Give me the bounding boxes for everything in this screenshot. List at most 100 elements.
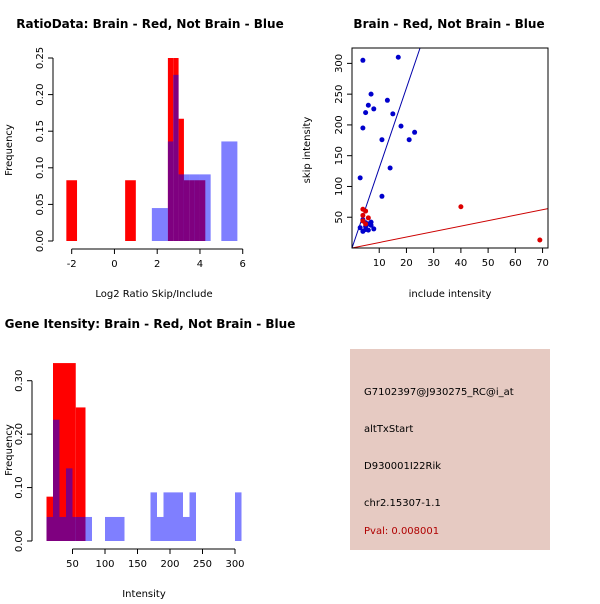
intensity-bar-not-brain-13 <box>183 516 190 541</box>
intensity-bar-not-brain-14 <box>189 492 196 541</box>
scatter-point-not-brain-7 <box>390 111 396 117</box>
intensity-bar-not-brain-10 <box>157 516 164 541</box>
scatter-x-tick-label-0: 10 <box>373 258 386 269</box>
intensity-y-tick-label-0: 0.00 <box>14 530 25 552</box>
scatter-point-not-brain-15 <box>379 193 385 199</box>
scatter-point-not-brain-10 <box>412 129 418 135</box>
scatter-point-not-brain-24 <box>365 227 371 233</box>
ratio-y-tick-label-5: 0.25 <box>35 47 46 69</box>
scatter-point-not-brain-0 <box>360 57 366 63</box>
scatter-x-tick-label-6: 70 <box>536 258 549 269</box>
intensity-title: Gene Itensity: Brain - Red, Not Brain - … <box>5 317 296 331</box>
scatter-point-not-brain-8 <box>360 125 366 131</box>
ratio-bar-not-brain-4 <box>189 174 200 241</box>
scatter-point-not-brain-11 <box>406 137 412 143</box>
ratio-bar-not-brain-0 <box>151 208 168 241</box>
intensity-bar-not-brain-15 <box>235 492 242 541</box>
intensity-bar-not-brain-2 <box>59 516 66 541</box>
scatter-point-brain-6 <box>458 204 464 210</box>
ratio-bar-brain-0 <box>66 180 78 241</box>
intensity-x-tick-label-3: 200 <box>160 559 179 570</box>
info-panel: G7102397@J930275_RC@i_at altTxStart D930… <box>350 349 550 550</box>
intensity-y-tick-label-1: 0.10 <box>14 476 25 498</box>
probe-id: G7102397@J930275_RC@i_at <box>364 387 514 398</box>
ratio-y-tick-label-0: 0.00 <box>35 230 46 252</box>
intensity-bar-not-brain-9 <box>150 492 157 541</box>
ratio-x-tick-label-4: 6 <box>240 259 246 270</box>
ratio-bar-brain-1 <box>125 180 136 241</box>
scatter-frame <box>351 47 549 249</box>
scatter-x-tick-label-4: 50 <box>482 258 495 269</box>
intensity-bar-brain-3 <box>75 407 86 541</box>
intensity-x-label: Intensity <box>122 589 166 600</box>
scatter-point-brain-7 <box>537 237 543 243</box>
intensity-bar-not-brain-6 <box>85 516 92 541</box>
intensity-bar-brain-2 <box>66 363 76 541</box>
intensity-bar-not-brain-7 <box>105 516 118 541</box>
intensity-y-label: Frequency <box>4 424 15 476</box>
scatter-y-tick-label-1: 100 <box>334 177 345 196</box>
ratio-y-tick-label-3: 0.15 <box>35 120 46 142</box>
location: chr2.15307-1.1 <box>364 498 441 509</box>
scatter-point-not-brain-25 <box>360 228 366 234</box>
intensity-bar-not-brain-12 <box>170 492 183 541</box>
intensity-x-tick-label-0: 50 <box>66 559 79 570</box>
ratio-title: RatioData: Brain - Red, Not Brain - Blue <box>16 17 283 31</box>
ratio-y-tick-label-1: 0.05 <box>35 193 46 215</box>
intensity-bar-not-brain-0 <box>46 516 53 541</box>
ratio-x-tick-label-0: -2 <box>67 259 77 270</box>
ratio-bar-not-brain-1 <box>167 141 174 241</box>
scatter-point-brain-5 <box>363 221 369 227</box>
ratio-bar-not-brain-3 <box>178 174 190 241</box>
intensity-bar-not-brain-1 <box>53 419 60 541</box>
ratio-x-tick-label-1: 0 <box>111 259 117 270</box>
ratio-x-label: Log2 Ratio Skip/Include <box>95 289 212 300</box>
scatter-point-brain-3 <box>365 215 371 221</box>
intensity-bar-not-brain-8 <box>118 516 125 541</box>
scatter-point-not-brain-6 <box>384 97 390 103</box>
scatter-point-brain-2 <box>360 212 366 218</box>
event-type: altTxStart <box>364 424 414 435</box>
scatter-x-tick-label-3: 40 <box>455 258 468 269</box>
scatter-y-tick-label-2: 150 <box>334 146 345 165</box>
scatter-y-tick-label-0: 50 <box>334 211 345 224</box>
scatter-point-not-brain-14 <box>357 175 363 181</box>
gene-name: D930001I22Rik <box>364 461 442 472</box>
scatter-x-label: include intensity <box>409 289 492 300</box>
scatter-point-not-brain-4 <box>371 106 377 112</box>
scatter-point-not-brain-12 <box>379 137 385 143</box>
scatter-point-not-brain-9 <box>398 123 404 129</box>
intensity-y-tick-label-3: 0.30 <box>14 370 25 392</box>
scatter-point-not-brain-2 <box>368 91 374 97</box>
intensity-x-tick-label-4: 250 <box>193 559 212 570</box>
scatter-point-brain-1 <box>363 208 369 214</box>
scatter-y-label: skip intensity <box>302 117 313 184</box>
intensity-x-tick-label-5: 300 <box>225 559 244 570</box>
scatter-point-not-brain-22 <box>371 226 377 232</box>
ratio-bar-not-brain-6 <box>221 141 238 241</box>
scatter-y-tick-label-3: 200 <box>334 115 345 134</box>
scatter-point-not-brain-13 <box>387 165 393 171</box>
ratio-y-tick-label-4: 0.20 <box>35 83 46 105</box>
intensity-bar-not-brain-11 <box>163 492 170 541</box>
scatter-red-fit-line <box>352 208 548 248</box>
scatter-point-not-brain-5 <box>363 110 369 116</box>
ratio-x-tick-label-2: 2 <box>154 259 160 270</box>
ratio-x-tick-label-3: 4 <box>197 259 203 270</box>
scatter-x-tick-label-1: 20 <box>400 258 413 269</box>
intensity-x-tick-label-2: 150 <box>128 559 147 570</box>
ratio-y-tick-label-2: 0.10 <box>35 157 46 179</box>
scatter-point-not-brain-1 <box>395 54 401 60</box>
ratio-bar-not-brain-2 <box>173 74 179 241</box>
scatter-x-tick-label-2: 30 <box>427 258 440 269</box>
intensity-bar-not-brain-5 <box>79 516 86 541</box>
pval: Pval: 0.008001 <box>364 526 440 537</box>
scatter-y-tick-label-4: 250 <box>334 85 345 104</box>
scatter-point-not-brain-21 <box>357 225 363 231</box>
ratio-bar-not-brain-5 <box>199 174 211 241</box>
scatter-x-tick-label-5: 60 <box>509 258 522 269</box>
intensity-bar-not-brain-4 <box>72 516 79 541</box>
scatter-point-not-brain-3 <box>365 102 371 108</box>
intensity-y-tick-label-2: 0.20 <box>14 423 25 445</box>
